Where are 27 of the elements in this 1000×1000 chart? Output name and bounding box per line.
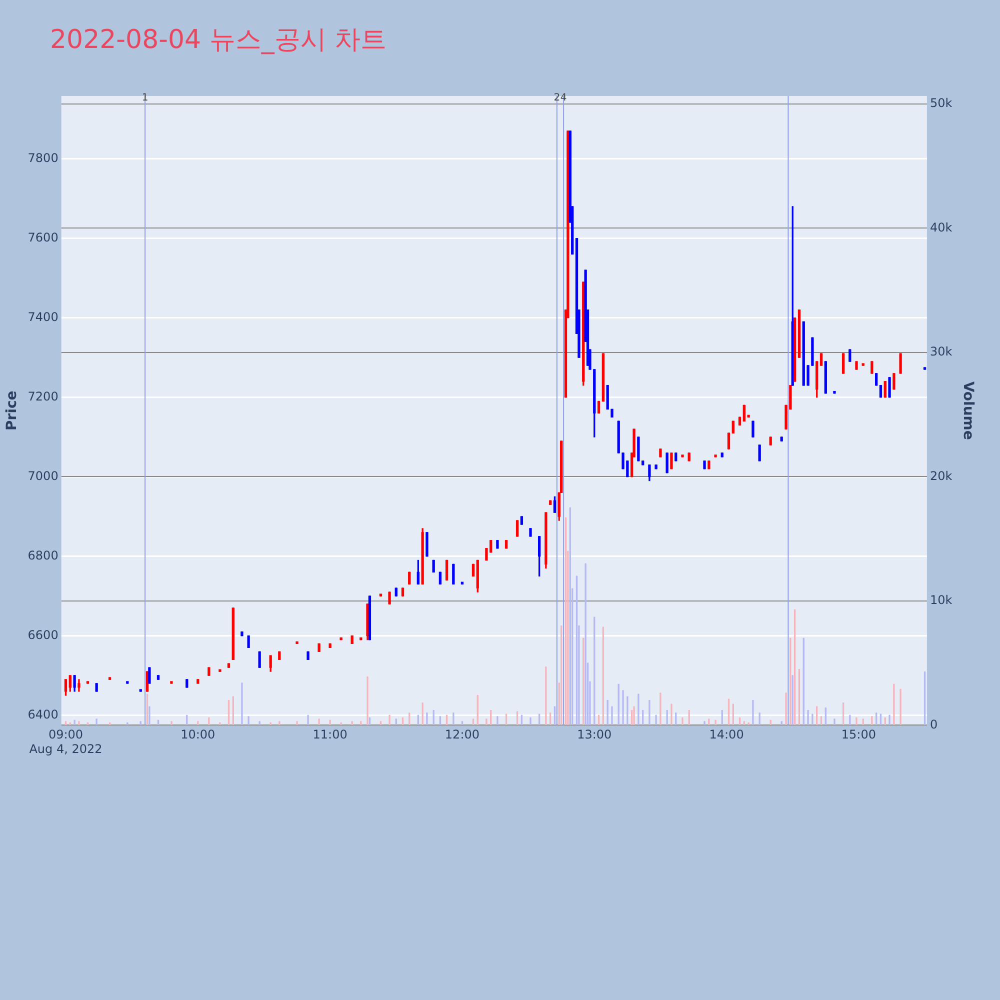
ref-line-label: 2 xyxy=(554,92,560,104)
x-tick-label: 09:00 Aug 4, 2022 xyxy=(29,728,102,756)
y2-tick-label: 50k xyxy=(930,96,952,110)
x-tick-label: 14:00 xyxy=(709,728,744,742)
y-tick-label: 6800 xyxy=(28,548,58,562)
ref-line-label: 4 xyxy=(560,92,567,104)
ref-line-label: 1 xyxy=(142,92,148,104)
y-tick-label: 7200 xyxy=(28,389,58,404)
chart-title: 2022-08-04 뉴스_공시 차트 xyxy=(50,24,387,57)
x-tick-label: 12:00 xyxy=(444,728,480,742)
y2-tick-label: 10k xyxy=(930,593,952,608)
x-tick-label: 10:00 xyxy=(180,728,216,742)
y2-tick-label: 30k xyxy=(930,344,952,359)
y-tick-label: 6600 xyxy=(28,628,58,642)
x-tick-label: 15:00 xyxy=(841,728,876,742)
x-tick-label: 11:00 xyxy=(312,728,348,742)
y-tick-label: 7400 xyxy=(28,310,58,324)
y-tick-label: 6400 xyxy=(28,707,58,722)
y2-tick-label: 0 xyxy=(930,717,938,732)
y-tick-label: 7600 xyxy=(28,230,58,244)
y2-axis-title: Volume xyxy=(960,381,976,440)
y-tick-label: 7000 xyxy=(28,468,58,483)
y-tick-label: 7800 xyxy=(28,150,58,165)
y-axis-title: Price xyxy=(4,390,20,430)
y2-tick-label: 40k xyxy=(930,220,952,234)
x-tick-label: 13:00 xyxy=(577,728,612,742)
y2-tick-label: 20k xyxy=(930,468,952,483)
